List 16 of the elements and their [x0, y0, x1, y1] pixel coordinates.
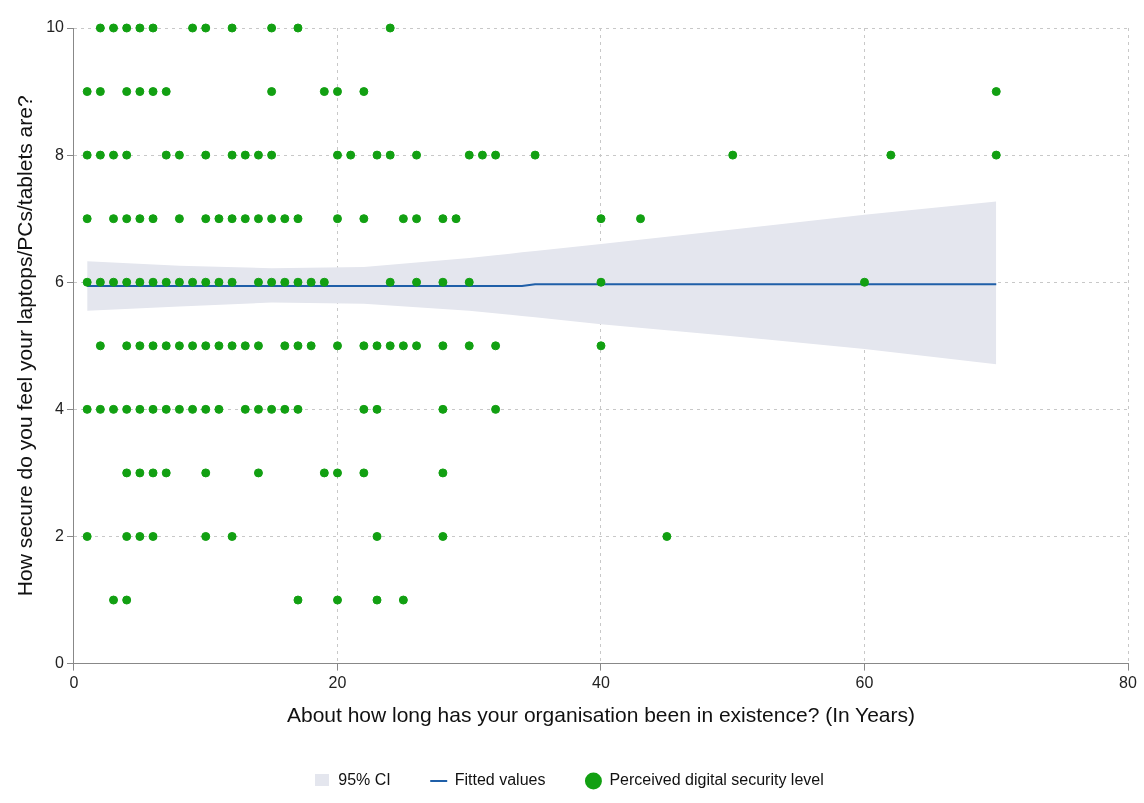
- y-tick-label: 4: [55, 399, 65, 417]
- y-tick-label: 8: [55, 145, 65, 163]
- x-tick-label: 40: [592, 673, 610, 691]
- x-axis-title: About how long has your organisation been in existence? (In Years): [286, 703, 916, 727]
- legend-label: Perceived digital security level: [609, 771, 824, 789]
- y-tick-label: 2: [55, 526, 65, 544]
- x-tick-label: 80: [1119, 673, 1137, 691]
- text: 95% CI: [338, 771, 391, 789]
- x-tick-label: 0: [69, 673, 79, 691]
- x-tick-label: 20: [328, 673, 347, 691]
- y-tick-label: 10: [46, 18, 65, 36]
- y-tick-label: 6: [55, 272, 65, 290]
- y-tick-label: 0: [55, 654, 65, 672]
- x-tick-label: 60: [855, 673, 874, 691]
- legend-label: Fitted values: [454, 771, 546, 789]
- y-axis-title: How secure do you feel your laptops/PCs/tablets are?: [13, 95, 37, 597]
